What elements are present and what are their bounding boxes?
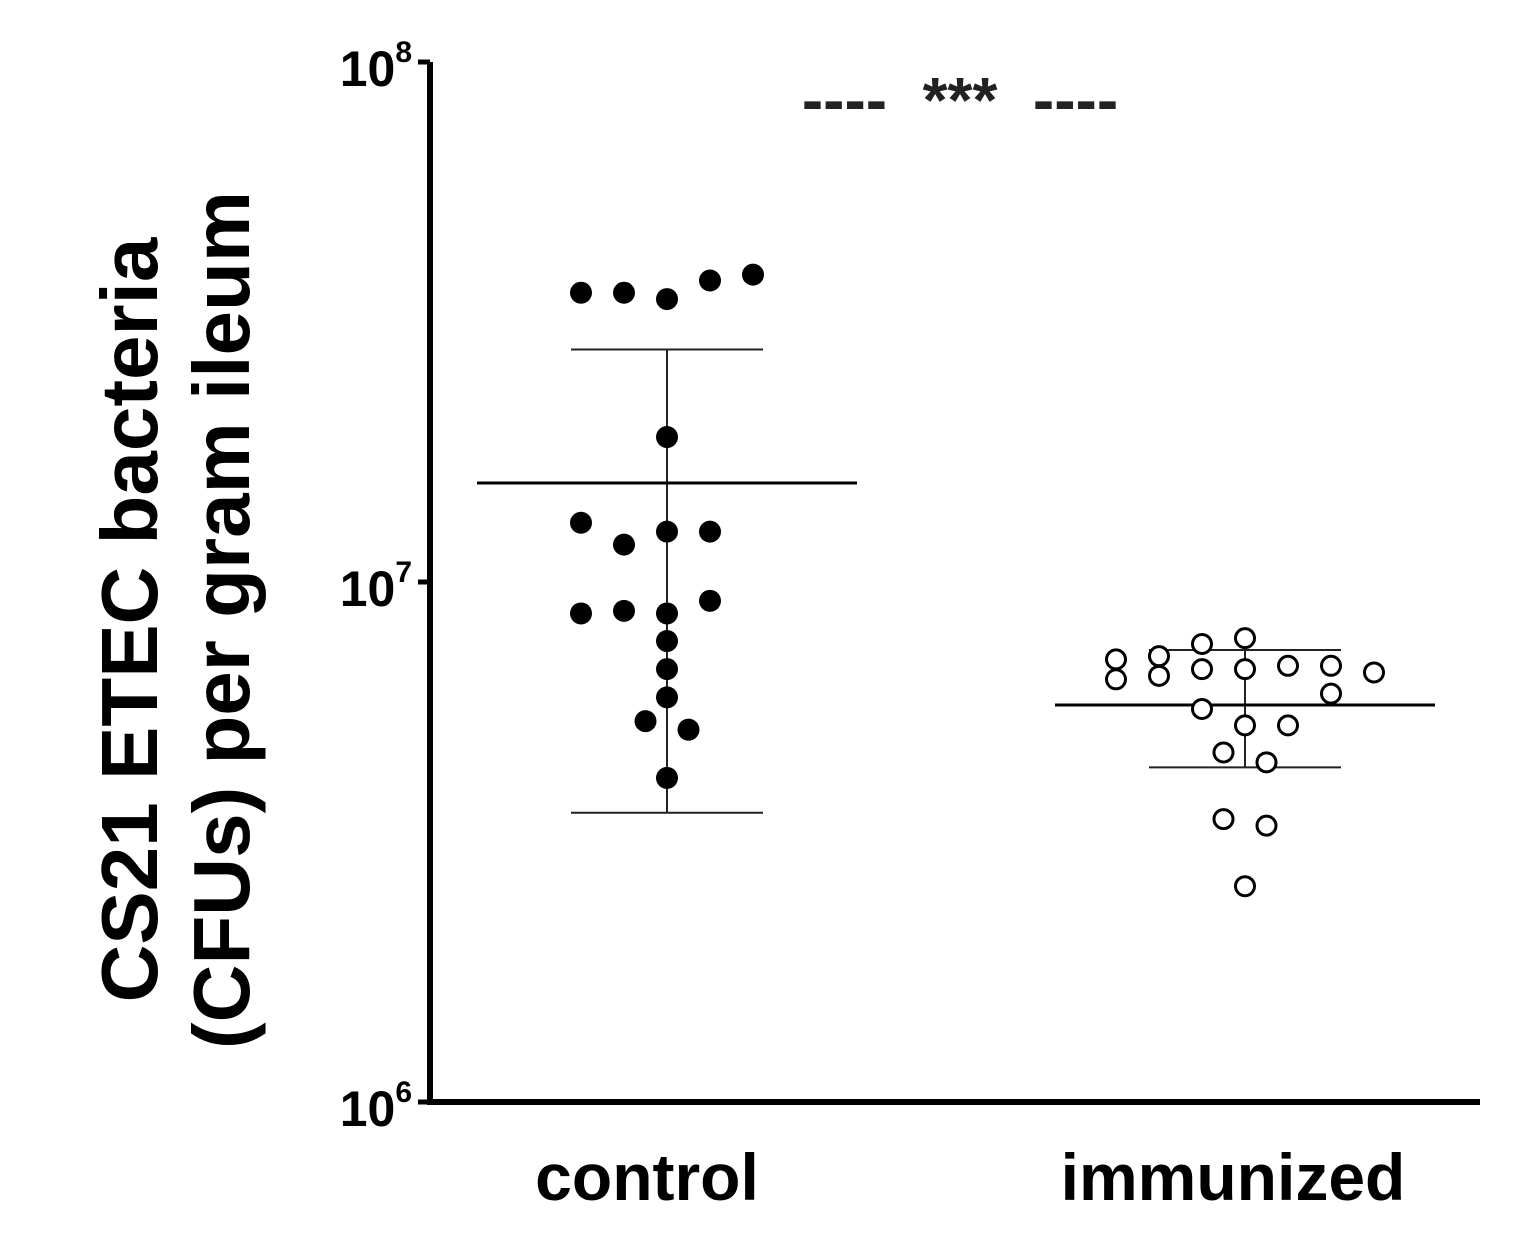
data-point-control <box>613 533 635 556</box>
data-point-control <box>656 602 678 625</box>
data-point-control <box>656 766 678 789</box>
data-point-immunized <box>1191 697 1213 720</box>
data-point-immunized <box>1148 645 1170 668</box>
significance-annotation: ---- *** ---- <box>802 64 1118 136</box>
y-axis-title-line: (CFUs) per gram ileum <box>177 191 266 1049</box>
data-point-control <box>570 511 592 534</box>
y-tick-label: 108 <box>340 36 412 97</box>
data-point-control <box>613 281 635 304</box>
data-point-immunized <box>1255 814 1278 837</box>
data-point-control <box>613 599 635 622</box>
x-category-label: immunized <box>1061 1140 1406 1214</box>
data-point-immunized <box>1234 875 1256 898</box>
data-point-immunized <box>1148 664 1170 687</box>
data-point-control <box>656 520 678 543</box>
data-point-control <box>699 589 721 612</box>
axes <box>427 62 1480 1105</box>
data-point-immunized <box>1320 654 1342 677</box>
data-point-immunized <box>1191 632 1213 655</box>
data-points <box>570 263 1385 898</box>
category-labels: control immunized <box>535 1140 1405 1214</box>
x-category-label: control <box>535 1140 759 1214</box>
data-point-immunized <box>1277 714 1299 737</box>
data-point-control <box>699 269 721 292</box>
data-point-immunized <box>1255 751 1278 774</box>
data-point-control <box>570 281 592 304</box>
data-point-immunized <box>1212 741 1235 764</box>
y-tick-label: 106 <box>340 1076 412 1137</box>
data-point-immunized <box>1234 627 1256 650</box>
data-point-immunized <box>1320 682 1342 705</box>
data-point-control <box>634 710 657 733</box>
y-axis-title-line: CS21 ETEC bacteria <box>85 237 174 1002</box>
y-axis-title: CS21 ETEC bacteria (CFUs) per gram ileum <box>85 191 266 1049</box>
data-point-control <box>570 602 592 625</box>
data-point-immunized <box>1191 658 1213 681</box>
data-point-control <box>656 630 678 653</box>
data-point-control <box>656 288 678 311</box>
significance-label: ---- *** ---- <box>802 64 1118 136</box>
y-tick-label: 107 <box>340 556 412 617</box>
data-point-immunized <box>1212 808 1235 831</box>
data-point-immunized <box>1363 661 1385 684</box>
data-point-control <box>742 263 764 286</box>
error-bars <box>477 348 1435 814</box>
data-point-immunized <box>1277 654 1299 677</box>
data-point-control <box>656 686 678 709</box>
data-point-immunized <box>1105 648 1127 671</box>
data-point-control <box>656 426 678 449</box>
data-point-immunized <box>1234 658 1256 681</box>
data-point-control <box>656 658 678 681</box>
data-point-immunized <box>1234 714 1256 737</box>
data-point-control <box>677 718 700 741</box>
data-point-immunized <box>1105 668 1127 691</box>
y-ticks: 106 107 108 <box>340 36 430 1137</box>
data-point-control <box>699 520 721 543</box>
